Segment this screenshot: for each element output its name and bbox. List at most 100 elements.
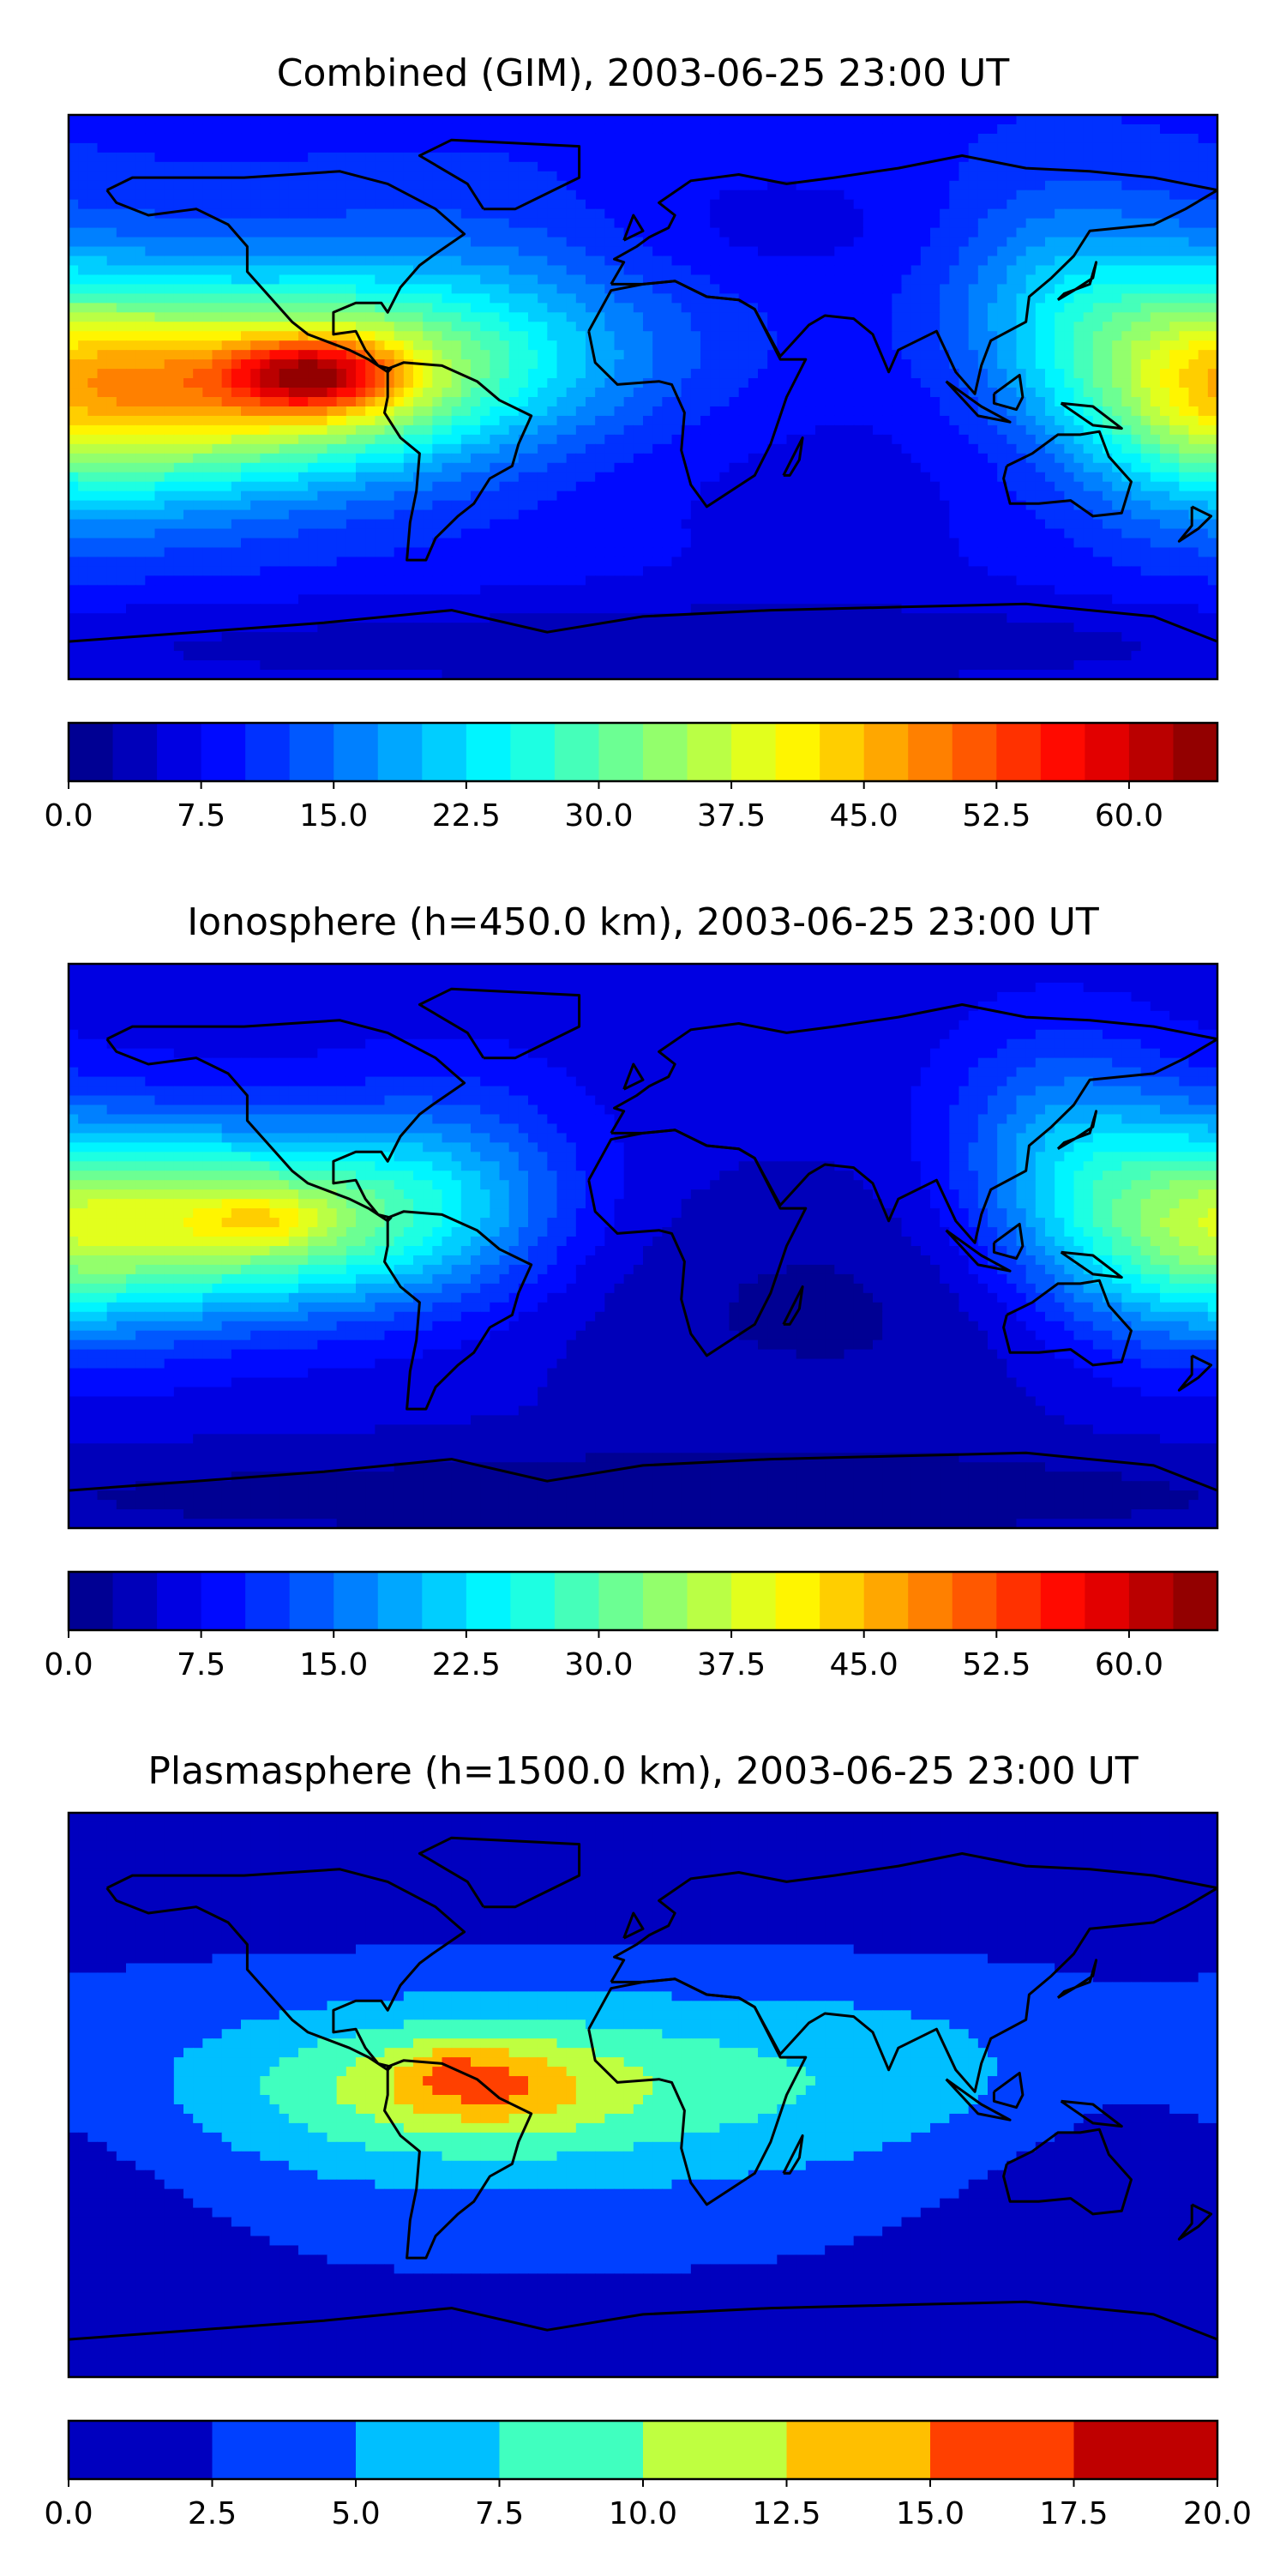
field-cell <box>652 322 663 332</box>
field-cell <box>958 443 970 454</box>
field-cell <box>988 180 998 191</box>
field-cell <box>1045 453 1055 464</box>
field-cell <box>202 312 213 322</box>
field-cell <box>375 415 386 426</box>
field-cell <box>566 481 577 492</box>
field-cell <box>997 218 1007 229</box>
field-cell <box>480 500 490 511</box>
field-cell <box>748 397 759 407</box>
field-cell <box>1073 152 1085 163</box>
field-cell <box>748 491 759 502</box>
field-cell <box>1169 133 1180 144</box>
field-cell <box>78 359 88 370</box>
field-cell <box>1073 218 1085 229</box>
field-cell <box>183 133 194 144</box>
field-cell <box>78 378 88 388</box>
field-cell <box>700 491 711 502</box>
field-cell <box>1121 415 1133 426</box>
field-cell <box>1007 246 1018 257</box>
field-cell <box>758 350 768 360</box>
field-cell <box>394 190 405 201</box>
field-cell <box>643 274 653 285</box>
field-cell <box>710 443 720 454</box>
field-cell <box>1207 415 1217 426</box>
field-cell <box>547 491 558 502</box>
field-cell <box>375 274 386 285</box>
field-cell <box>413 218 424 229</box>
field-cell <box>1131 481 1142 492</box>
field-cell <box>460 274 472 285</box>
field-cell <box>250 180 261 191</box>
field-cell <box>346 424 357 436</box>
field-cell <box>556 161 568 172</box>
field-cell <box>451 293 462 304</box>
field-cell <box>451 331 462 341</box>
field-cell <box>317 369 328 379</box>
field-cell <box>825 303 835 313</box>
field-cell <box>690 434 701 445</box>
field-cell <box>604 123 616 135</box>
field-cell <box>106 434 117 445</box>
field-cell <box>1103 161 1113 172</box>
field-cell <box>1025 388 1037 398</box>
field-cell <box>1131 161 1142 172</box>
field-cell <box>767 180 778 191</box>
field-cell <box>518 303 529 313</box>
field-cell <box>796 369 807 379</box>
field-cell <box>862 152 874 163</box>
field-cell <box>738 265 749 276</box>
field-cell <box>1131 246 1142 257</box>
field-cell <box>538 415 548 426</box>
field-cell <box>758 331 768 341</box>
field-cell <box>862 123 874 135</box>
field-cell <box>423 274 433 285</box>
field-cell <box>662 246 673 257</box>
field-cell <box>1169 265 1180 276</box>
field-cell <box>710 152 720 163</box>
field-cell <box>882 180 892 191</box>
field-cell <box>949 161 960 172</box>
field-cell <box>767 115 778 125</box>
field-cell <box>1103 303 1113 313</box>
field-cell <box>614 152 625 163</box>
field-cell <box>250 378 261 388</box>
field-cell <box>97 378 108 388</box>
field-cell <box>777 415 788 426</box>
field-cell <box>221 246 232 257</box>
field-cell <box>365 481 376 492</box>
field-cell <box>547 434 558 445</box>
field-cell <box>135 397 146 407</box>
field-cell <box>1025 161 1037 172</box>
field-cell <box>490 312 501 322</box>
field-cell <box>1179 350 1190 360</box>
field-cell <box>796 227 807 238</box>
field-cell <box>738 237 749 248</box>
field-cell <box>586 434 596 445</box>
field-cell <box>279 256 290 267</box>
field-cell <box>977 397 989 407</box>
field-cell <box>106 218 117 229</box>
field-cell <box>1016 199 1027 210</box>
field-cell <box>738 397 749 407</box>
field-cell <box>1112 462 1122 473</box>
field-cell <box>231 500 242 511</box>
field-cell <box>1055 115 1065 125</box>
field-cell <box>528 115 538 125</box>
field-cell <box>442 415 453 426</box>
field-cell <box>767 133 778 144</box>
field-cell <box>825 199 835 210</box>
field-cell <box>796 462 807 473</box>
field-cell <box>241 274 251 285</box>
field-cell <box>853 303 864 313</box>
field-cell <box>1121 237 1133 248</box>
field-cell <box>384 331 395 341</box>
field-cell <box>595 443 605 454</box>
field-cell <box>1179 340 1190 351</box>
field-cell <box>873 424 883 436</box>
field-cell <box>786 472 797 483</box>
field-cell <box>288 218 299 229</box>
field-cell <box>777 256 788 267</box>
field-cell <box>1179 415 1190 426</box>
field-cell <box>1131 388 1142 398</box>
field-cell <box>930 331 940 341</box>
